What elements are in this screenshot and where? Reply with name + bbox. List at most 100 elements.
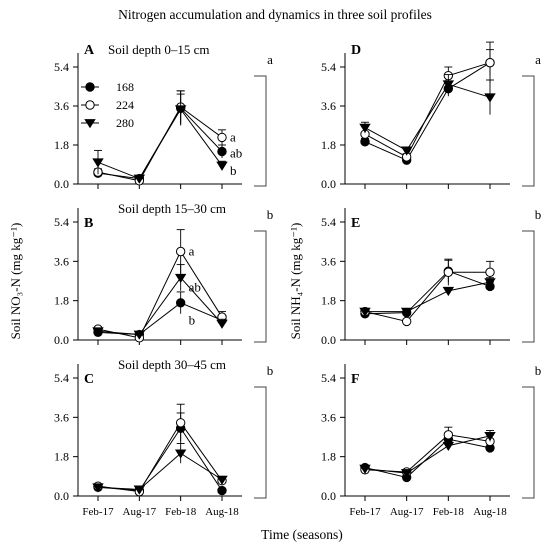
panel-c-series-280-point-3 (216, 475, 228, 485)
panel-c-series-280-point-0 (92, 483, 104, 493)
panel-a-depth-label: Soil depth 0–15 cm (108, 42, 209, 57)
panel-d-y-tick-label: 5.4 (321, 60, 336, 74)
panel-c-x-tick-label: Feb-17 (82, 506, 114, 518)
panel-e-y-tick-label: 3.6 (321, 254, 336, 268)
panel-f-series-280-line (364, 435, 491, 474)
panel-c-series-168-point-3 (217, 485, 227, 496)
panel-c-series-168-line (97, 427, 223, 492)
panel-a-series-280-point-3 (216, 161, 228, 171)
panel-e-y-tick-label: 1.8 (321, 294, 336, 308)
panel-c-y-tick-label: 1.8 (54, 450, 69, 464)
panel-f-y-tick-label: 5.4 (321, 371, 336, 385)
panel-f-series-280-point-2 (442, 441, 455, 451)
panel-d-bracket-letter: a (535, 52, 541, 67)
panel-d-series-224-line (364, 62, 491, 158)
panel-a-bracket (254, 75, 267, 187)
panel-d-series-280-line (364, 83, 491, 152)
panel-f-x-tick-label: Aug-18 (473, 506, 507, 518)
y-axis-label-left: Soil NO₃-N (mg kg⁻¹) (8, 223, 23, 340)
panel-e-y-tick-label: 0.0 (321, 333, 336, 347)
panel-b-annotation: ab (189, 280, 201, 295)
panel-b-series-280-point-0 (92, 327, 104, 337)
y-axis-label-right: Soil NH₄-N (mg kg⁻¹) (288, 223, 303, 340)
panel-b-series-280-point-1 (133, 330, 146, 340)
legend-marker-224 (85, 100, 95, 110)
panel-c-x-tick-label: Aug-18 (205, 506, 239, 518)
panel-d-bracket (522, 75, 535, 187)
panel-f-y-tick-label: 0.0 (321, 489, 336, 503)
panel-b-series-168-point-2 (175, 298, 186, 308)
panels: 0.01.83.65.4A Soil depth 0–15 cmaaabb1682… (54, 41, 542, 518)
panel-b-series-168-line (97, 302, 223, 336)
panel-e-series-280-line (365, 281, 491, 313)
panel-c-series-224-line (97, 421, 223, 493)
panel-a-series-280-point-1 (133, 174, 146, 184)
panel-b-y-tick-label: 1.8 (54, 294, 69, 308)
panel-a-series-280-line (97, 108, 223, 180)
panel-a-letter: A (84, 43, 95, 58)
panel-b-series-280-line (97, 276, 223, 336)
panel-d-series-280-point-2 (442, 80, 455, 90)
panel-c-x-tick-label: Feb-18 (165, 506, 197, 518)
panel-e-series-280-point-3 (484, 278, 496, 288)
panel-c-depth-label: Soil depth 30–45 cm (118, 357, 226, 372)
panel-e-series-224-point-1 (401, 316, 412, 327)
panel-f-series-168-line (364, 438, 491, 478)
panel-f-y-tick-label: 1.8 (321, 450, 336, 464)
panel-e-series-280-point-1 (400, 307, 413, 317)
panel-a-y-tick-label: 3.6 (54, 99, 69, 113)
panel-f-bracket (522, 386, 535, 499)
panel-c-y-tick-label: 3.6 (54, 410, 69, 424)
panel-d-series-224-point-3 (485, 57, 495, 68)
panel-b-depth-label: Soil depth 15–30 cm (118, 201, 226, 216)
panel-e-series-224-line (364, 271, 490, 322)
panel-a-series-280-point-2 (174, 105, 187, 115)
panel-b-series-280-point-2 (174, 273, 187, 283)
panel-a-series-168-point-3 (217, 146, 227, 157)
panel-d-series-280-point-0 (359, 123, 371, 133)
panel-e-letter: E (351, 216, 360, 231)
panel-b-series-224-line (97, 250, 223, 339)
panel-b-y-tick-label: 0.0 (54, 333, 69, 347)
panel-a-annotation: ab (230, 146, 242, 161)
panel-b-bracket (254, 230, 267, 343)
panel-a-bracket-letter: a (267, 52, 273, 67)
panel-a-y-tick-label: 0.0 (54, 177, 69, 191)
panel-f-letter: F (351, 372, 360, 387)
panel-f-series-280-point-1 (400, 469, 413, 479)
panel-c-series-224-point-2 (175, 418, 186, 428)
panel-c-bracket (254, 386, 267, 499)
panel-f-series-280-point-0 (359, 464, 371, 474)
panel-f-series-280-point-3 (484, 432, 496, 442)
panel-f-y-tick-label: 3.6 (321, 410, 336, 424)
panel-f-x-tick-label: Feb-17 (349, 506, 381, 518)
panel-e-bracket-letter: b (535, 207, 542, 222)
panel-e-series-280-point-0 (359, 307, 371, 317)
legend-label-168: 168 (116, 80, 134, 94)
legend-label-280: 280 (116, 116, 134, 130)
panel-c-series-280-point-1 (133, 485, 146, 495)
panel-c-x-tick-label: Aug-17 (123, 506, 157, 518)
panel-d-series-280-point-1 (400, 146, 413, 156)
panel-d-y-tick-label: 3.6 (321, 99, 336, 113)
panel-a-y-tick-label: 1.8 (54, 138, 69, 152)
panel-b-bracket-letter: b (267, 207, 274, 222)
panel-d-y-tick-label: 1.8 (321, 138, 336, 152)
panel-e-series-224-point-2 (443, 267, 454, 277)
panel-d-letter: D (351, 43, 361, 58)
panel-c-y-tick-label: 5.4 (54, 371, 69, 385)
panel-e-series-168-line (364, 270, 491, 315)
panel-b-annotation: a (189, 244, 195, 259)
panel-a-annotation: a (230, 129, 236, 144)
legend-label-224: 224 (116, 98, 134, 112)
panel-f-bracket-letter: b (535, 363, 542, 378)
panel-f-x-tick-label: Feb-18 (433, 506, 465, 518)
panel-b-y-tick-label: 5.4 (54, 215, 69, 229)
panel-c-series-280-point-2 (174, 449, 187, 459)
panel-b-y-tick-label: 3.6 (54, 254, 69, 268)
panel-a-annotation: b (230, 163, 237, 178)
legend-marker-280 (84, 119, 96, 129)
panel-b-annotation: b (189, 312, 196, 327)
panel-a-series-280-point-0 (92, 158, 104, 168)
panel-e-y-tick-label: 5.4 (321, 215, 336, 229)
